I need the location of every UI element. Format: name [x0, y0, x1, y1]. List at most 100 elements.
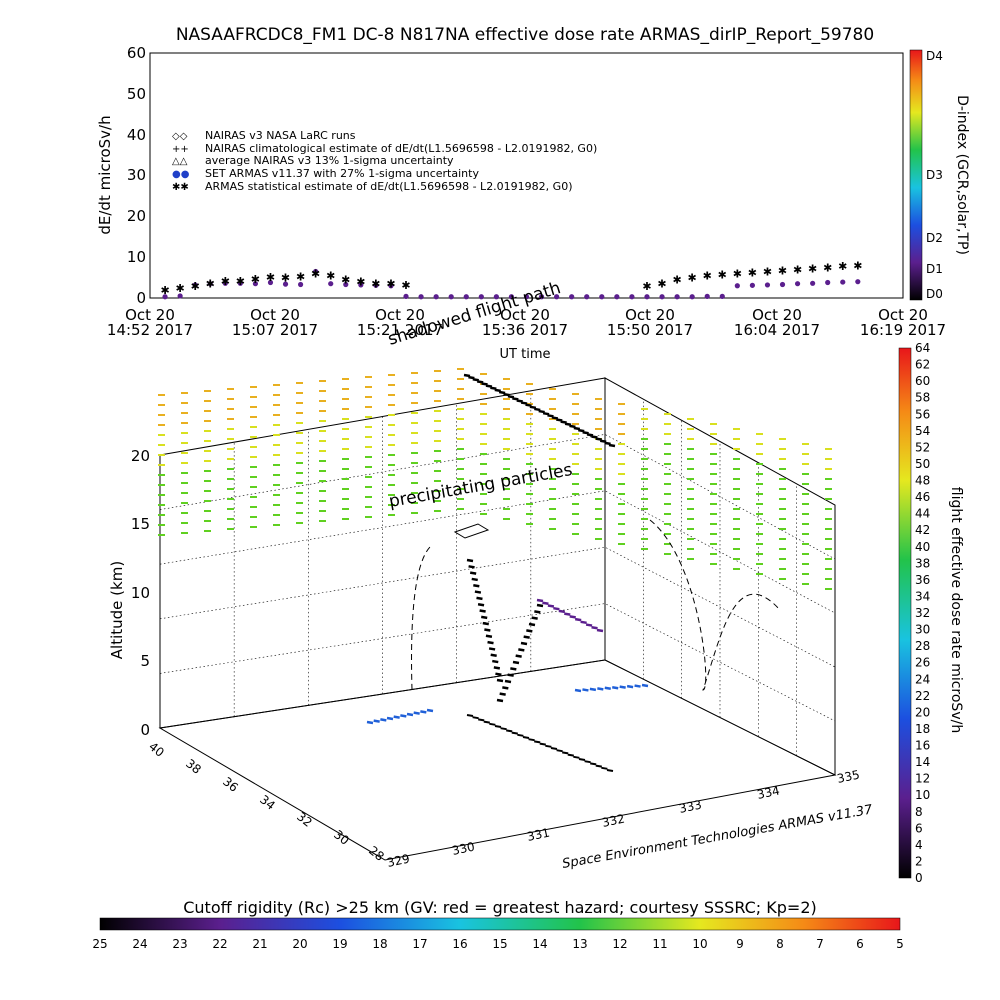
statistical-estimate-point: ✱ [853, 259, 862, 272]
x-tick-5-time: 15:50 2017 [607, 321, 693, 339]
flight-path-mark [626, 684, 634, 689]
flight-path-mark [463, 373, 471, 378]
shadow-track [649, 519, 781, 691]
flight-path-mark [551, 416, 559, 420]
dose-tick: 48 [915, 474, 930, 488]
flight-path-mark [466, 558, 474, 563]
flight-path-mark [490, 386, 497, 390]
dose-tick: 26 [915, 656, 930, 670]
flight-path-mark [393, 715, 400, 719]
rc-tick: 20 [292, 937, 307, 951]
dose-tick: 4 [915, 838, 923, 852]
y-tick-60: 60 [127, 44, 146, 62]
rc-tick: 13 [572, 937, 587, 951]
armas-point [448, 294, 454, 300]
lon-tick-335: 335 [836, 767, 861, 785]
dose-tick: 44 [915, 507, 930, 521]
armas-point [328, 281, 334, 287]
flight-path-mark [596, 628, 604, 633]
armas-point [222, 280, 228, 286]
dose-tick: 36 [915, 573, 930, 587]
flight-path-mark [504, 679, 512, 684]
armas-point [719, 293, 725, 299]
flight-path-mark [542, 601, 549, 605]
flight-path-mark [608, 443, 616, 448]
flight-path-mark [476, 380, 484, 384]
altitude-gridline [159, 434, 836, 560]
legend-label-4: SET ARMAS v11.37 with 27% 1-sigma uncert… [205, 167, 479, 180]
armas-point [704, 293, 710, 299]
flight-path-mark [506, 729, 513, 733]
flight-path-mark [490, 653, 497, 657]
flight-path-mark [564, 612, 571, 616]
y-tick-20: 20 [127, 207, 146, 225]
flight-path-mark [484, 628, 491, 632]
statistical-estimate-point: ✱ [281, 272, 290, 285]
flight-path-mark [488, 647, 496, 651]
dose-tick: 2 [915, 854, 923, 868]
armas-point [433, 294, 439, 300]
top-x-axis-label: UT time [500, 347, 551, 362]
rc-tick: 18 [372, 937, 387, 951]
statistical-estimate-point: ✱ [401, 279, 410, 292]
flight-path-mark [641, 683, 649, 688]
flight-path-mark [582, 688, 589, 692]
dose-tick: 28 [915, 639, 930, 653]
armas-point [689, 294, 695, 300]
d-tick-d3: D3 [926, 168, 943, 182]
dose-rate-colorbar [898, 347, 912, 879]
flight-path-mark [518, 648, 525, 652]
flight-path-mark [604, 441, 611, 446]
rc-tick: 16 [452, 937, 467, 951]
x-tick-4-time: 15:36 2017 [482, 321, 568, 339]
flight-path-mark [569, 615, 576, 619]
armas-point [508, 294, 515, 300]
statistical-estimate-point: ✱ [657, 277, 666, 290]
lat-tick-38: 38 [183, 756, 204, 776]
flight-path-mark [553, 606, 560, 611]
flight-path-mark [483, 720, 490, 724]
armas-point [749, 282, 756, 288]
flight-path-mark [578, 428, 585, 433]
flight-path-mark [478, 718, 485, 722]
flight-path-mark [500, 727, 507, 731]
d-tick-d2: D2 [926, 231, 943, 245]
flight-path-mark [496, 678, 504, 683]
statistical-estimate-point: ✱ [311, 268, 320, 281]
statistical-estimate-point: ✱ [160, 284, 169, 297]
flight-path-mark [545, 744, 552, 748]
flight-path-mark [485, 634, 493, 639]
x-tick-3-date: Oct 20 [375, 306, 425, 324]
flight-path-mark [600, 439, 607, 443]
armas-point [614, 294, 620, 300]
cutoff-rigidity-ticks: 25 24 23 22 21 20 19 18 17 16 15 14 13 12 11 10 9 8 7 6 5 [92, 937, 903, 951]
flight-path-mark [586, 433, 594, 437]
statistical-estimate-point: ✱ [236, 275, 245, 288]
x-tick-6-time: 16:04 2017 [734, 321, 820, 339]
flight-path-mark [612, 685, 619, 690]
flight-path-mark [534, 407, 541, 412]
flight-path-mark [493, 666, 501, 670]
statistical-estimate-point: ✱ [356, 276, 365, 289]
flight-path-mark [495, 672, 502, 676]
flight-path-mark [604, 686, 611, 691]
credit-text: Space Environment Technologies ARMAS v11… [561, 802, 874, 872]
flight-path-mark [472, 716, 479, 720]
lon-tick-330: 330 [451, 839, 476, 857]
flight-path-mark [547, 414, 554, 418]
x-tick-4-date: Oct 20 [500, 306, 550, 324]
armas-point [298, 281, 304, 288]
dose-tick: 32 [915, 606, 930, 620]
flight-path-mark [547, 604, 555, 608]
dose-tick: 58 [915, 391, 930, 405]
statistical-estimate-point: ✱ [838, 260, 847, 273]
lat-tick-40: 40 [146, 739, 167, 759]
dose-tick: 6 [915, 821, 923, 835]
x-tick-6-date: Oct 20 [752, 306, 802, 324]
armas-point [584, 294, 590, 300]
flight-path-mark [517, 733, 524, 737]
flight-path-mark [366, 720, 374, 725]
flight-path-mark [469, 571, 477, 575]
flight-path-mark [496, 698, 504, 703]
statistical-estimate-point: ✱ [793, 263, 802, 276]
